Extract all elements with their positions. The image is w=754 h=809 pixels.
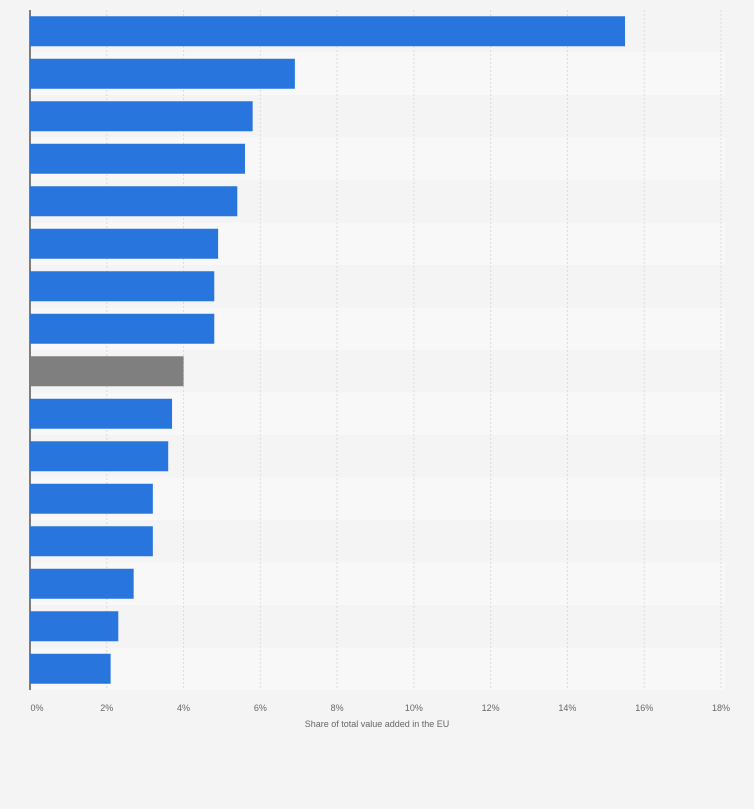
bar[interactable] xyxy=(30,356,184,387)
bar[interactable] xyxy=(30,398,173,429)
bars xyxy=(30,16,626,684)
bar[interactable] xyxy=(30,101,253,132)
x-tick-label: 18% xyxy=(712,703,730,713)
bar[interactable] xyxy=(30,526,153,557)
bar[interactable] xyxy=(30,228,219,259)
x-tick-label: 16% xyxy=(635,703,653,713)
x-axis-label: Share of total value added in the EU xyxy=(305,719,450,729)
row-band xyxy=(30,605,725,648)
x-tick-label: 14% xyxy=(558,703,576,713)
bar[interactable] xyxy=(30,186,238,217)
x-tick-label: 0% xyxy=(30,703,43,713)
row-band xyxy=(30,647,725,690)
bar[interactable] xyxy=(30,143,245,174)
bar[interactable] xyxy=(30,611,119,642)
x-tick-label: 6% xyxy=(254,703,267,713)
x-tick-label: 10% xyxy=(405,703,423,713)
bar[interactable] xyxy=(30,313,215,344)
bar[interactable] xyxy=(30,483,153,514)
x-tick-label: 12% xyxy=(482,703,500,713)
bar[interactable] xyxy=(30,568,134,599)
bar[interactable] xyxy=(30,653,111,684)
bar[interactable] xyxy=(30,271,215,302)
row-band xyxy=(30,562,725,605)
x-tick-label: 4% xyxy=(177,703,190,713)
bar[interactable] xyxy=(30,16,626,47)
bar[interactable] xyxy=(30,58,295,89)
x-tick-label: 2% xyxy=(100,703,113,713)
x-axis-ticks: 0% 2% 4% 6% 8% 10% 12% 14% 16% 18% xyxy=(30,703,730,713)
x-tick-label: 8% xyxy=(331,703,344,713)
bar[interactable] xyxy=(30,441,169,472)
